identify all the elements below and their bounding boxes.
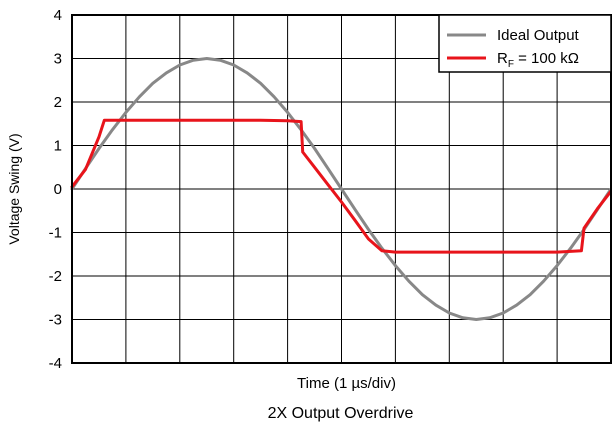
y-tick-label: 4 bbox=[54, 7, 62, 24]
y-tick-label: 2 bbox=[54, 94, 62, 111]
x-axis-label: Time (1 µs/div) bbox=[297, 375, 396, 392]
y-tick-label: -3 bbox=[49, 312, 62, 329]
data-series bbox=[70, 57, 612, 321]
y-tick-labels: 4 3 2 1 0 -1 -2 -3 -4 bbox=[49, 7, 62, 372]
legend-label-rf-100k: RF = 100 kΩ bbox=[497, 50, 579, 70]
legend: Ideal Output RF = 100 kΩ bbox=[438, 14, 612, 73]
plot-frame bbox=[71, 14, 612, 364]
y-tick-label: 1 bbox=[54, 138, 62, 155]
y-tick-label: -1 bbox=[49, 225, 62, 242]
legend-label-ideal-output: Ideal Output bbox=[497, 27, 580, 44]
y-axis-label: Voltage Swing (V) bbox=[6, 133, 22, 244]
legend-box bbox=[438, 14, 612, 73]
y-tick-label: -2 bbox=[49, 268, 62, 285]
y-tick-label: 3 bbox=[54, 51, 62, 68]
series-line-rf-100k bbox=[70, 118, 612, 254]
legend-label-rf-subscript: F bbox=[508, 59, 514, 70]
y-tick-label: 0 bbox=[54, 181, 62, 198]
legend-label-rf-suffix: = 100 kΩ bbox=[514, 50, 579, 67]
series-line-ideal-output bbox=[70, 57, 612, 321]
legend-label-rf-prefix: R bbox=[497, 50, 508, 67]
y-tick-label: -4 bbox=[49, 355, 62, 372]
chart-title: 2X Output Overdrive bbox=[268, 405, 414, 422]
